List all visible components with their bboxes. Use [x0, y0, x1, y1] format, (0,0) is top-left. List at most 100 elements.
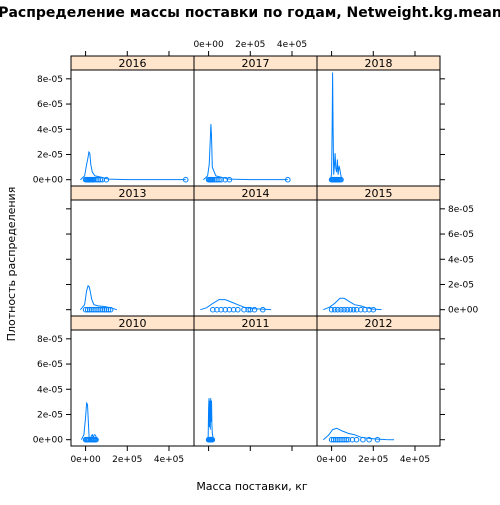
panel-2018: 2018: [316, 55, 441, 187]
rug-point: [345, 436, 352, 443]
density-line: [322, 427, 395, 441]
y-tick-label: 4e-05: [37, 385, 63, 395]
rug-point: [103, 176, 110, 183]
x-tick-label: 0e+00: [70, 455, 101, 465]
rug-point: [226, 176, 233, 183]
density-line: [80, 284, 118, 311]
y-tick-label: 0e+00: [448, 306, 479, 316]
x-tick-label: 4e+05: [400, 455, 430, 465]
panel-frame: [316, 199, 441, 317]
panel-strip-label: 2011: [242, 317, 270, 330]
x-tick-label: 4e+05: [154, 455, 184, 465]
density-line: [200, 299, 272, 311]
rug-point: [285, 176, 291, 183]
panel-2010: 2010: [70, 315, 195, 447]
y-tick-label: 6e-05: [37, 100, 63, 110]
chart-title: Распределение массы поставки по годам, N…: [0, 5, 500, 21]
panel-2013: 2013: [70, 185, 195, 317]
rug-point: [235, 306, 241, 313]
rug-point: [222, 176, 229, 183]
rug-point: [97, 176, 103, 183]
rug-point: [330, 436, 337, 443]
density-line: [330, 72, 343, 180]
rug-point: [370, 306, 377, 313]
rug-point: [353, 436, 360, 443]
x-tick-label: 2e+05: [358, 455, 388, 465]
y-tick-label: 6e-05: [448, 230, 474, 240]
x-tick-label: 2e+05: [235, 40, 265, 50]
panel-2014: 2014: [193, 185, 318, 317]
rug-point: [245, 306, 251, 313]
rug-point: [343, 436, 350, 443]
panel-strip-label: 2017: [242, 57, 270, 70]
rug-point: [333, 436, 339, 443]
panel-strip-label: 2018: [365, 57, 393, 70]
x-tick-label: 0e+00: [193, 40, 224, 50]
y-tick-label: 2e-05: [37, 150, 63, 160]
y-tick-label: 4e-05: [37, 125, 63, 135]
rug-point: [216, 176, 222, 183]
panel-strip-label: 2013: [119, 187, 147, 200]
rug-point: [344, 306, 351, 313]
y-axis-title: Плотность распределения: [5, 187, 18, 342]
rug-point: [350, 306, 357, 313]
panel-2012: 2012: [316, 315, 441, 447]
panel-2011: 2011: [193, 315, 318, 447]
y-tick-label: 0e+00: [33, 176, 64, 186]
rug-point: [366, 436, 372, 443]
rug-point: [182, 176, 189, 183]
rug-point: [251, 306, 258, 313]
panel-strip-label: 2012: [365, 317, 393, 330]
rug-point: [338, 176, 344, 183]
x-tick-label: 2e+05: [112, 455, 142, 465]
x-axis-title: Масса поставки, кг: [196, 480, 308, 493]
y-tick-label: 6e-05: [37, 360, 63, 370]
y-tick-label: 8e-05: [448, 205, 474, 215]
y-tick-label: 8e-05: [37, 335, 63, 345]
rug-point: [222, 306, 229, 313]
rug-point: [209, 436, 216, 443]
rug-point: [210, 306, 216, 313]
rug-point: [260, 306, 266, 313]
panel-strip-label: 2010: [119, 317, 147, 330]
rug-point: [358, 306, 364, 313]
rug-point: [335, 306, 341, 313]
x-tick-label: 0e+00: [316, 455, 347, 465]
density-line: [207, 398, 215, 440]
panel-2015: 2015: [316, 185, 441, 317]
rug-point: [347, 306, 354, 313]
x-tick-label: 4e+05: [277, 40, 307, 50]
panel-strip-label: 2016: [119, 57, 147, 70]
rug-point: [107, 306, 114, 313]
panel-2017: 2017: [193, 55, 318, 187]
rug-point: [93, 436, 99, 443]
y-tick-label: 2e-05: [37, 410, 63, 420]
panel-strip-label: 2015: [365, 187, 393, 200]
y-tick-label: 0e+00: [33, 436, 64, 446]
y-tick-label: 4e-05: [448, 255, 474, 265]
rug-point: [374, 436, 381, 443]
density-line: [80, 150, 186, 181]
panel-frame: [70, 199, 195, 317]
rug-point: [210, 176, 216, 183]
rug-point: [338, 306, 344, 313]
y-tick-label: 2e-05: [448, 280, 474, 290]
rug-point: [105, 306, 112, 313]
rug-point: [328, 306, 335, 313]
panel-frame: [316, 329, 441, 447]
panel-frame: [70, 69, 195, 187]
density-line: [323, 297, 382, 311]
panel-frame: [70, 329, 195, 447]
y-tick-label: 8e-05: [37, 75, 63, 85]
panels-group: 2016 2017 2018 2013 2014 2015 2010 2011 2012 0e+0…: [33, 40, 479, 465]
density-line: [203, 124, 288, 181]
rug-point: [331, 306, 338, 313]
density-line: [80, 401, 98, 441]
panel-strip-label: 2014: [242, 187, 270, 200]
panel-2016: 2016: [70, 55, 195, 187]
panel-frame: [193, 199, 318, 317]
rug-point: [341, 306, 347, 313]
rug-point: [360, 436, 366, 443]
